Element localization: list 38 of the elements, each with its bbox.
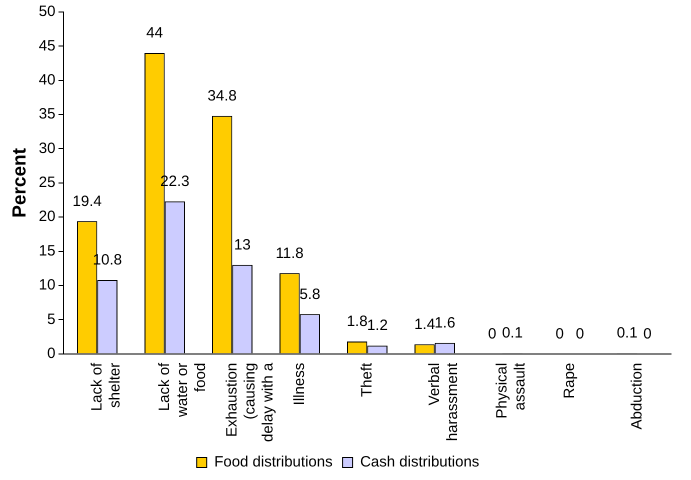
y-tick-label: 0 [47,344,56,362]
y-axis-title: Percent [10,147,31,218]
x-tick-label: Lack of water or food [156,362,209,418]
data-label: 0.1 [616,324,638,342]
y-tick-label: 40 [38,72,56,88]
y-tick-label: 50 [38,3,56,20]
data-label: 0 [488,325,496,342]
x-tick-label: Theft [358,362,376,397]
data-label: 44 [146,24,163,42]
legend-label: Cash distributions [360,454,480,471]
y-tick-label: 20 [38,208,56,226]
x-tick-label: Verbal harassment [426,362,461,442]
data-label: 11.8 [276,244,304,262]
data-label: 1.8 [346,313,368,330]
y-tick-label: 10 [38,276,56,294]
data-label: 0 [643,325,652,342]
data-label: 1.2 [366,317,388,334]
x-tick-label: Abduction [628,362,646,430]
data-label: 19.4 [72,192,102,210]
data-label: 0 [555,325,564,342]
y-tick-label: 35 [38,106,56,123]
data-label: 0 [576,325,584,342]
x-tick-label: Lack of shelter [88,362,124,412]
data-label: 1.6 [434,314,456,332]
data-label: 13 [234,236,251,254]
y-tick-label: 30 [38,140,56,157]
data-label: 34.8 [208,88,237,105]
y-tick-label: 5 [47,310,56,328]
y-tick-label: 25 [38,174,56,192]
data-label: 0.1 [502,324,523,342]
x-tick-label: Physical assault [493,362,528,419]
data-label: 1.4 [414,316,436,333]
x-tick-label: Rape [560,362,578,399]
data-label: 5.8 [299,286,320,303]
legend-label: Food distributions [214,454,333,471]
y-tick-label: 45 [38,37,56,54]
x-tick-label: Illness [290,362,308,406]
y-tick-label: 15 [38,242,56,260]
